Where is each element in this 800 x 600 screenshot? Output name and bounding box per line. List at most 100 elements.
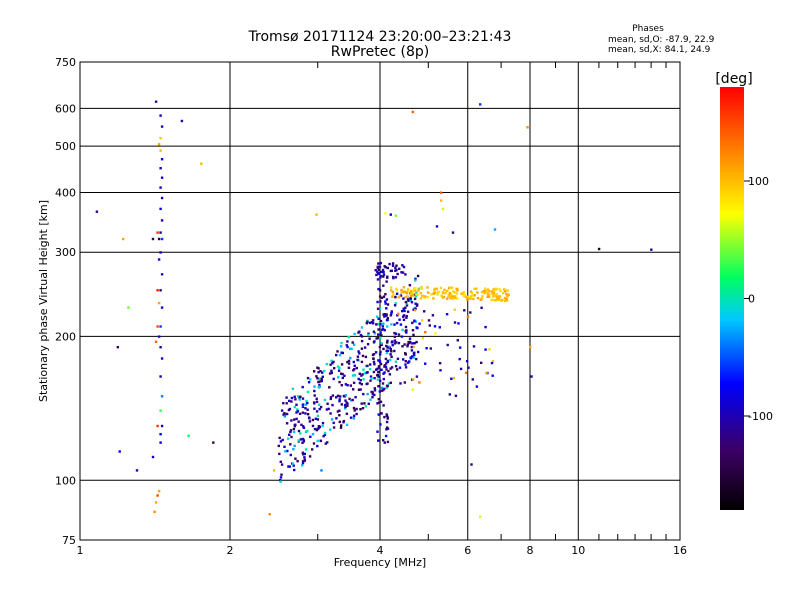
- data-point: [159, 137, 162, 140]
- data-point: [156, 494, 159, 497]
- data-point: [379, 362, 383, 366]
- x-axis-label: Frequency [MHz]: [334, 556, 426, 569]
- data-point: [417, 288, 420, 291]
- data-point: [366, 371, 369, 374]
- data-point: [360, 335, 364, 338]
- data-point: [396, 357, 400, 360]
- data-point: [402, 307, 405, 310]
- data-point: [486, 293, 490, 296]
- data-point: [390, 366, 394, 369]
- data-point: [159, 325, 162, 328]
- data-point: [289, 430, 292, 434]
- data-point: [291, 462, 295, 465]
- data-point: [287, 465, 290, 468]
- data-point: [423, 296, 426, 299]
- data-point: [385, 313, 388, 316]
- data-point: [297, 439, 300, 442]
- data-point: [159, 346, 162, 349]
- data-point: [331, 362, 334, 365]
- data-point: [377, 370, 380, 374]
- data-point: [352, 406, 356, 410]
- data-point: [386, 360, 389, 363]
- data-point: [385, 362, 388, 365]
- data-point: [413, 319, 416, 322]
- data-point: [291, 387, 295, 390]
- data-point: [529, 346, 532, 349]
- data-point: [397, 333, 401, 336]
- data-point: [400, 288, 403, 292]
- data-point: [462, 295, 466, 298]
- data-point: [340, 403, 343, 406]
- data-point: [326, 402, 329, 405]
- data-point: [497, 298, 500, 302]
- data-point: [338, 420, 341, 424]
- data-point: [286, 449, 289, 453]
- data-point: [473, 287, 476, 290]
- data-point: [361, 407, 365, 410]
- data-point: [406, 310, 410, 313]
- data-point: [290, 419, 293, 422]
- data-point: [494, 294, 498, 297]
- data-point: [159, 409, 162, 412]
- data-point: [355, 366, 358, 370]
- data-point: [394, 360, 398, 363]
- data-point: [420, 287, 423, 290]
- data-point: [362, 378, 365, 381]
- data-point: [335, 353, 338, 357]
- data-point: [376, 278, 380, 281]
- data-point: [388, 346, 391, 349]
- colorbar-tick-label: -100: [748, 410, 773, 423]
- data-point: [359, 333, 363, 337]
- data-point: [294, 423, 297, 426]
- data-point: [413, 309, 417, 312]
- data-point: [454, 295, 457, 298]
- data-point: [393, 335, 397, 338]
- x-tick-label: 16: [673, 544, 687, 557]
- data-point: [157, 335, 161, 338]
- data-point: [415, 340, 418, 344]
- data-point: [366, 382, 369, 385]
- data-point: [288, 465, 291, 468]
- data-point: [404, 325, 408, 329]
- data-point: [380, 412, 383, 415]
- data-point: [499, 289, 502, 292]
- data-point: [324, 442, 327, 445]
- data-point: [338, 398, 341, 401]
- data-point: [313, 394, 316, 397]
- data-point: [340, 384, 343, 387]
- data-point: [317, 367, 320, 370]
- data-point: [302, 440, 306, 443]
- data-point: [394, 332, 398, 335]
- data-point: [156, 289, 159, 292]
- y-tick-label: 100: [55, 474, 76, 487]
- data-point: [272, 469, 276, 472]
- data-point: [394, 296, 397, 299]
- data-point: [389, 381, 392, 384]
- data-point: [159, 207, 162, 211]
- data-point: [385, 349, 388, 352]
- data-point: [427, 291, 430, 294]
- data-point: [289, 453, 292, 457]
- data-point: [390, 312, 393, 315]
- data-point: [409, 299, 412, 302]
- data-point: [446, 297, 449, 301]
- data-point: [405, 316, 408, 319]
- data-point: [374, 351, 378, 354]
- data-point: [279, 480, 282, 483]
- data-point: [313, 389, 316, 393]
- data-point: [315, 428, 318, 432]
- data-point: [357, 377, 360, 381]
- y-tick-label: 200: [55, 330, 76, 343]
- data-point: [327, 407, 330, 411]
- data-point: [378, 265, 382, 269]
- data-point: [410, 292, 413, 295]
- data-point: [400, 335, 404, 338]
- data-point: [304, 407, 307, 410]
- data-point: [391, 295, 394, 298]
- data-point: [315, 410, 319, 413]
- data-point: [385, 351, 389, 355]
- data-point: [434, 332, 437, 335]
- data-point: [377, 328, 380, 331]
- data-point: [404, 353, 407, 356]
